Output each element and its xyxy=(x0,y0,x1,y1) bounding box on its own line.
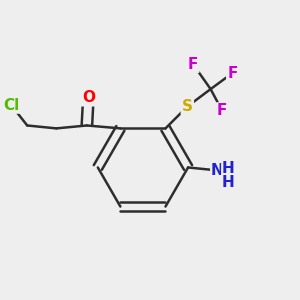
Text: S: S xyxy=(182,99,193,114)
Text: H: H xyxy=(222,161,235,176)
Text: F: F xyxy=(217,103,227,118)
Text: O: O xyxy=(82,90,95,105)
Text: Cl: Cl xyxy=(3,98,19,112)
Text: F: F xyxy=(188,57,198,72)
Text: H: H xyxy=(222,175,235,190)
Text: N: N xyxy=(211,163,224,178)
Text: F: F xyxy=(227,66,238,81)
